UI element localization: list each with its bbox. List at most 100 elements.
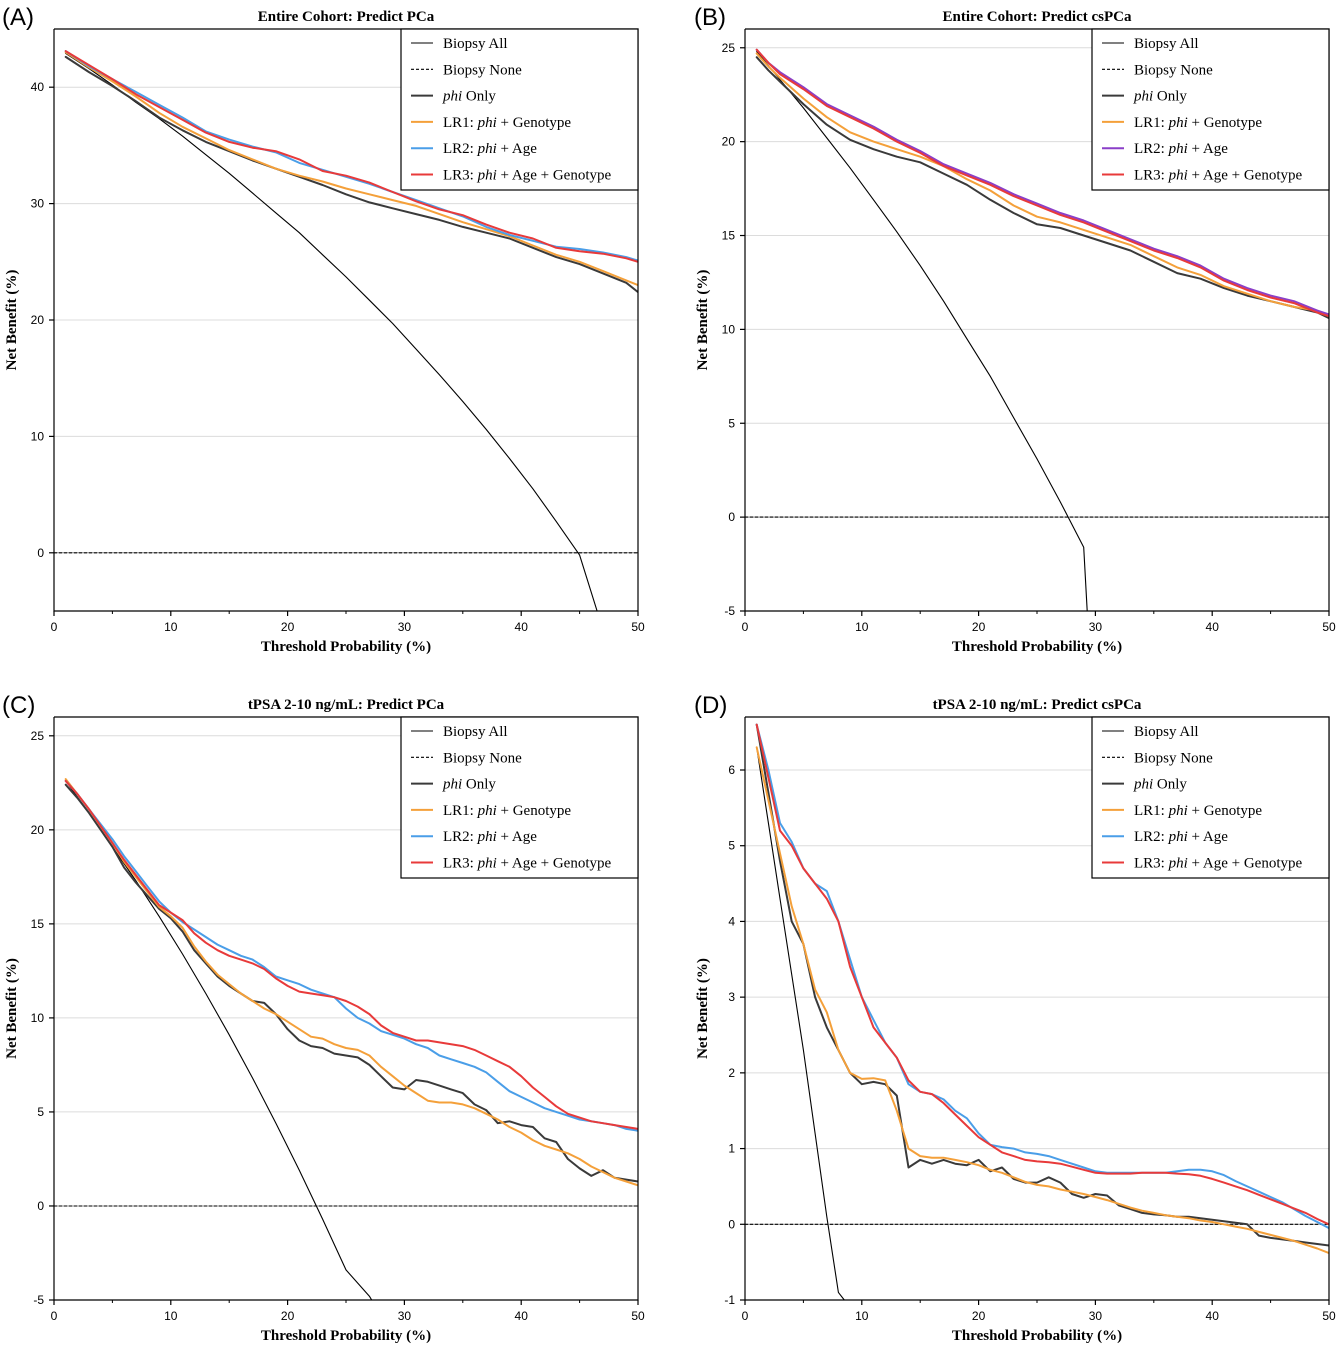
- legend-label: LR1: phi + Genotype: [1134, 115, 1262, 131]
- panel-letter: (C): [2, 692, 35, 719]
- x-tick-label: 30: [1089, 620, 1103, 634]
- panel-letter: (D): [694, 692, 727, 719]
- panel-a: (A) Entire Cohort: Predict PCa 0 10 20 30 40 50…: [2, 4, 645, 655]
- y-tick-label: 10: [722, 322, 736, 336]
- x-tick-label: 40: [1206, 620, 1220, 634]
- legend-label: Biopsy None: [443, 750, 522, 766]
- legend-label: Biopsy All: [1134, 36, 1199, 52]
- series-line-5: [755, 48, 1329, 316]
- chart-title: tPSA 2-10 ng/mL: Predict PCa: [248, 697, 445, 713]
- y-tick-label: -5: [724, 604, 735, 618]
- legend-label: Biopsy None: [1134, 750, 1213, 766]
- y-tick-label: 25: [31, 729, 45, 743]
- legend-label: LR2: phi + Age: [443, 141, 537, 157]
- panel-letter: (A): [2, 4, 34, 31]
- series-line-1: [65, 780, 373, 1300]
- y-tick-label: 0: [37, 1199, 44, 1213]
- y-tick-label: 5: [37, 1105, 44, 1119]
- series-line-4: [64, 51, 638, 287]
- x-tick-label: 0: [742, 620, 749, 634]
- y-tick-label: 15: [722, 229, 736, 243]
- legend-label: Biopsy None: [1134, 62, 1213, 78]
- x-axis-label: Threshold Probability (%): [952, 1328, 1122, 1344]
- y-tick-label: 10: [31, 1011, 45, 1025]
- legend-label: LR3: phi + Age + Genotype: [443, 168, 612, 184]
- legend-label: LR3: phi + Age + Genotype: [1134, 168, 1303, 184]
- series-line-6: [755, 723, 1329, 1226]
- legend-label: LR1: phi + Genotype: [443, 115, 571, 131]
- y-tick-label: 0: [728, 510, 735, 524]
- legend-label: Biopsy None: [443, 62, 522, 78]
- panel-b: (B) Entire Cohort: Predict csPCa 0 10 20 30 40…: [694, 4, 1336, 655]
- legend-label: LR2: phi + Age: [1134, 141, 1228, 157]
- legend-label: LR2: phi + Age: [1134, 829, 1228, 845]
- y-axis-label: Net Benefit (%): [4, 958, 20, 1059]
- legend-label: LR2: phi + Age: [443, 829, 537, 845]
- legend-box: [400, 28, 639, 191]
- x-tick-label: 40: [515, 620, 529, 634]
- y-tick-label: 25: [722, 41, 736, 55]
- x-axis-label: Threshold Probability (%): [261, 639, 431, 655]
- y-tick-label: 15: [31, 917, 45, 931]
- legend-label: phi Only: [1133, 777, 1187, 793]
- series-line-6: [64, 779, 638, 1130]
- panel-c: (C) tPSA 2-10 ng/mL: Predict PCa 0 10 20 30 40…: [2, 692, 645, 1344]
- chart-title: tPSA 2-10 ng/mL: Predict csPCa: [933, 697, 1142, 713]
- panel-d: (D) tPSA 2-10 ng/mL: Predict csPCa 0 10 20 30…: [694, 692, 1336, 1344]
- x-tick-label: 30: [1089, 1309, 1103, 1323]
- x-axis-label: Threshold Probability (%): [261, 1328, 431, 1344]
- x-tick-label: 50: [1322, 620, 1336, 634]
- x-tick-label: 40: [515, 1309, 529, 1323]
- x-tick-label: 0: [51, 1309, 58, 1323]
- y-axis-label: Net Benefit (%): [4, 270, 20, 371]
- legend-label: LR3: phi + Age + Genotype: [443, 856, 612, 872]
- y-tick-label: 20: [31, 823, 45, 837]
- legend-label: LR1: phi + Genotype: [1134, 803, 1262, 819]
- panel-letter: (B): [694, 4, 726, 31]
- x-tick-label: 0: [51, 620, 58, 634]
- y-tick-label: -1: [724, 1293, 735, 1307]
- y-tick-label: 0: [37, 546, 44, 560]
- series-line-6: [64, 50, 638, 263]
- x-tick-label: 10: [855, 1309, 869, 1323]
- series-line-4: [755, 746, 1329, 1255]
- chart-title: Entire Cohort: Predict PCa: [258, 9, 435, 25]
- x-tick-label: 10: [164, 620, 178, 634]
- series-line-4: [64, 778, 638, 1187]
- legend-label: Biopsy All: [1134, 724, 1199, 740]
- legend-label: LR1: phi + Genotype: [443, 803, 571, 819]
- x-tick-label: 30: [398, 620, 412, 634]
- x-tick-label: 30: [398, 1309, 412, 1323]
- x-axis-label: Threshold Probability (%): [952, 639, 1122, 655]
- y-tick-label: 10: [31, 429, 45, 443]
- y-tick-label: 20: [31, 313, 45, 327]
- series-line-4: [755, 52, 1329, 318]
- series-line-1: [756, 746, 845, 1300]
- x-tick-label: 50: [631, 620, 645, 634]
- legend: Biopsy All Biopsy None phi Only LR1: phi + …: [1091, 28, 1330, 191]
- y-tick-label: 1: [728, 1142, 735, 1156]
- y-tick-label: 0: [728, 1217, 735, 1231]
- legend-label: phi Only: [442, 777, 496, 793]
- y-tick-label: 30: [31, 197, 45, 211]
- y-tick-label: 5: [728, 839, 735, 853]
- x-tick-label: 20: [972, 620, 986, 634]
- y-axis-label: Net Benefit (%): [695, 270, 711, 371]
- x-tick-label: 40: [1206, 1309, 1220, 1323]
- y-tick-label: 2: [728, 1066, 735, 1080]
- chart-title: Entire Cohort: Predict csPCa: [943, 9, 1132, 25]
- legend-box: [400, 716, 639, 879]
- x-tick-label: 10: [855, 620, 869, 634]
- x-tick-label: 20: [281, 620, 295, 634]
- x-tick-label: 20: [972, 1309, 986, 1323]
- series-line-3: [64, 55, 638, 294]
- series-line-1: [756, 50, 1088, 611]
- series-line-5: [755, 723, 1329, 1230]
- y-tick-label: 3: [728, 990, 735, 1004]
- x-tick-label: 50: [631, 1309, 645, 1323]
- legend: Biopsy All Biopsy None phi Only LR1: phi + …: [400, 28, 639, 191]
- y-tick-label: 6: [728, 763, 735, 777]
- series-line-6: [755, 48, 1329, 318]
- y-tick-label: 40: [31, 80, 45, 94]
